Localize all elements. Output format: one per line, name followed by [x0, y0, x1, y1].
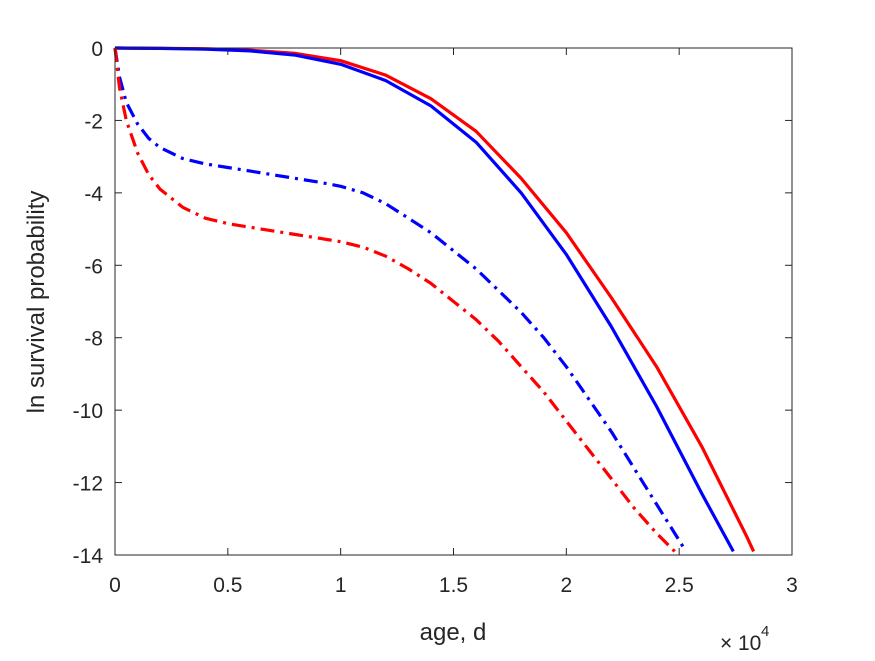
series-line-2 — [114, 46, 735, 553]
y-tick-label: -14 — [73, 545, 104, 568]
y-tick-label: -4 — [84, 183, 103, 206]
y-tick-label: -8 — [84, 328, 103, 351]
y-axis-label: ln survival probability — [23, 191, 50, 414]
series-line-3 — [113, 47, 688, 553]
x-tick-label: 3 — [786, 574, 798, 597]
x-tick-label: 1 — [335, 574, 347, 597]
x-tick-label: 2.5 — [665, 574, 694, 597]
x-axis-exponent-times: × — [720, 632, 732, 655]
x-tick-label: 0 — [109, 574, 121, 597]
x-axis-ticks: 0 0.5 1 1.5 2 2.5 3 — [109, 48, 798, 597]
x-axis-exponent-power: 4 — [761, 623, 769, 640]
series-line-4 — [113, 47, 676, 553]
x-axis-label: age, d — [420, 619, 487, 646]
y-tick-label: -6 — [84, 255, 103, 278]
x-tick-label: 0.5 — [213, 574, 242, 597]
x-tick-label: 2 — [560, 574, 572, 597]
y-tick-label: -10 — [73, 400, 103, 423]
y-tick-label: 0 — [91, 38, 103, 61]
y-tick-label: -12 — [73, 473, 103, 496]
x-axis-exponent-base: 10 — [738, 632, 761, 655]
x-axis-exponent: × 10 4 — [720, 623, 769, 655]
x-tick-label: 1.5 — [439, 574, 468, 597]
y-tick-label: -2 — [84, 110, 103, 133]
y-axis-ticks: 0 -2 -4 -6 -8 -10 -12 -14 — [73, 38, 792, 568]
